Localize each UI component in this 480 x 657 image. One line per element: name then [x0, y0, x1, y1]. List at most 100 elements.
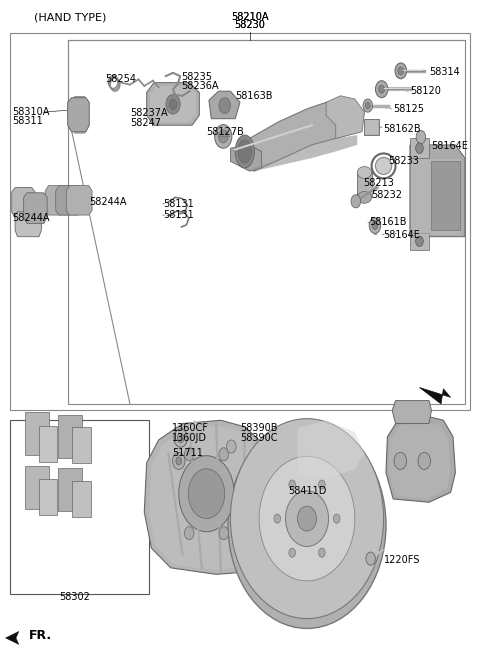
Circle shape: [351, 194, 360, 208]
Circle shape: [174, 429, 187, 447]
Text: 58131: 58131: [163, 210, 194, 220]
Circle shape: [227, 440, 236, 453]
Text: 1360JD: 1360JD: [172, 433, 207, 443]
Polygon shape: [410, 139, 429, 158]
Polygon shape: [24, 413, 48, 455]
Text: FR.: FR.: [28, 629, 51, 642]
Ellipse shape: [357, 191, 372, 203]
Circle shape: [366, 552, 375, 565]
Text: 58127B: 58127B: [206, 127, 244, 137]
Polygon shape: [149, 426, 266, 570]
Circle shape: [184, 448, 194, 461]
Text: 58213: 58213: [363, 178, 395, 188]
Circle shape: [289, 480, 296, 489]
Text: 58164E: 58164E: [384, 230, 420, 240]
Circle shape: [219, 98, 230, 114]
Text: 58311: 58311: [12, 116, 43, 126]
Polygon shape: [326, 96, 364, 139]
Circle shape: [319, 480, 325, 489]
Polygon shape: [386, 415, 456, 502]
Text: 58230: 58230: [234, 20, 265, 30]
Circle shape: [274, 514, 281, 523]
Circle shape: [365, 102, 370, 109]
Circle shape: [188, 469, 225, 518]
Text: 58210A: 58210A: [231, 12, 268, 22]
Polygon shape: [24, 193, 47, 223]
Polygon shape: [209, 91, 240, 119]
Text: 58236A: 58236A: [181, 81, 219, 91]
Polygon shape: [432, 162, 460, 230]
Circle shape: [179, 456, 234, 532]
Text: 58230: 58230: [234, 20, 265, 30]
Polygon shape: [45, 185, 71, 215]
Circle shape: [319, 548, 325, 557]
Text: 58390B: 58390B: [240, 423, 277, 433]
Polygon shape: [5, 631, 19, 645]
Text: (HAND TYPE): (HAND TYPE): [34, 12, 107, 22]
Polygon shape: [411, 160, 461, 235]
Polygon shape: [230, 145, 262, 171]
Text: 51711: 51711: [172, 448, 203, 458]
Circle shape: [416, 236, 423, 246]
Polygon shape: [72, 97, 88, 133]
Polygon shape: [410, 233, 429, 250]
Circle shape: [184, 526, 194, 539]
Ellipse shape: [375, 158, 392, 174]
Circle shape: [416, 131, 426, 144]
Polygon shape: [24, 466, 48, 509]
Bar: [10, 420, 149, 594]
Circle shape: [166, 95, 180, 114]
Text: 58235: 58235: [181, 72, 213, 81]
Circle shape: [219, 448, 228, 461]
Ellipse shape: [228, 422, 386, 629]
Circle shape: [418, 453, 431, 470]
Ellipse shape: [298, 506, 317, 531]
Circle shape: [215, 125, 232, 148]
Polygon shape: [66, 185, 92, 215]
Polygon shape: [254, 135, 357, 171]
Circle shape: [176, 457, 181, 465]
Ellipse shape: [286, 491, 328, 547]
Circle shape: [169, 99, 177, 110]
Polygon shape: [147, 83, 199, 125]
Polygon shape: [58, 468, 82, 510]
Circle shape: [363, 99, 372, 112]
Polygon shape: [150, 86, 196, 122]
Circle shape: [218, 130, 228, 143]
Text: 1360CF: 1360CF: [172, 423, 209, 433]
Bar: [10, 34, 470, 411]
Polygon shape: [365, 120, 378, 134]
Polygon shape: [357, 173, 372, 197]
Polygon shape: [388, 420, 451, 499]
Text: 58162B: 58162B: [384, 124, 421, 133]
Polygon shape: [12, 187, 35, 218]
Polygon shape: [39, 480, 57, 515]
Text: 58254: 58254: [105, 74, 136, 83]
Text: 58244A: 58244A: [12, 214, 50, 223]
Text: 58247: 58247: [130, 118, 161, 128]
Text: 58232: 58232: [372, 191, 403, 200]
Circle shape: [394, 453, 407, 470]
Circle shape: [395, 63, 407, 79]
Text: 58302: 58302: [60, 593, 90, 602]
Circle shape: [398, 67, 404, 75]
Polygon shape: [420, 388, 451, 404]
Text: 58125: 58125: [393, 104, 424, 114]
Text: 58163B: 58163B: [235, 91, 273, 101]
Circle shape: [333, 514, 340, 523]
Ellipse shape: [238, 140, 252, 163]
Polygon shape: [364, 119, 379, 135]
Text: 58314: 58314: [429, 66, 460, 76]
Text: 58237A: 58237A: [130, 108, 168, 118]
Polygon shape: [235, 99, 364, 171]
Circle shape: [379, 85, 384, 93]
Circle shape: [172, 453, 185, 470]
Polygon shape: [68, 98, 89, 132]
Text: 58233: 58233: [388, 156, 419, 166]
Circle shape: [177, 434, 184, 443]
Circle shape: [369, 217, 381, 233]
Polygon shape: [56, 185, 82, 215]
Polygon shape: [72, 481, 91, 516]
Text: 58164E: 58164E: [432, 141, 468, 151]
Text: 58210A: 58210A: [231, 12, 268, 22]
